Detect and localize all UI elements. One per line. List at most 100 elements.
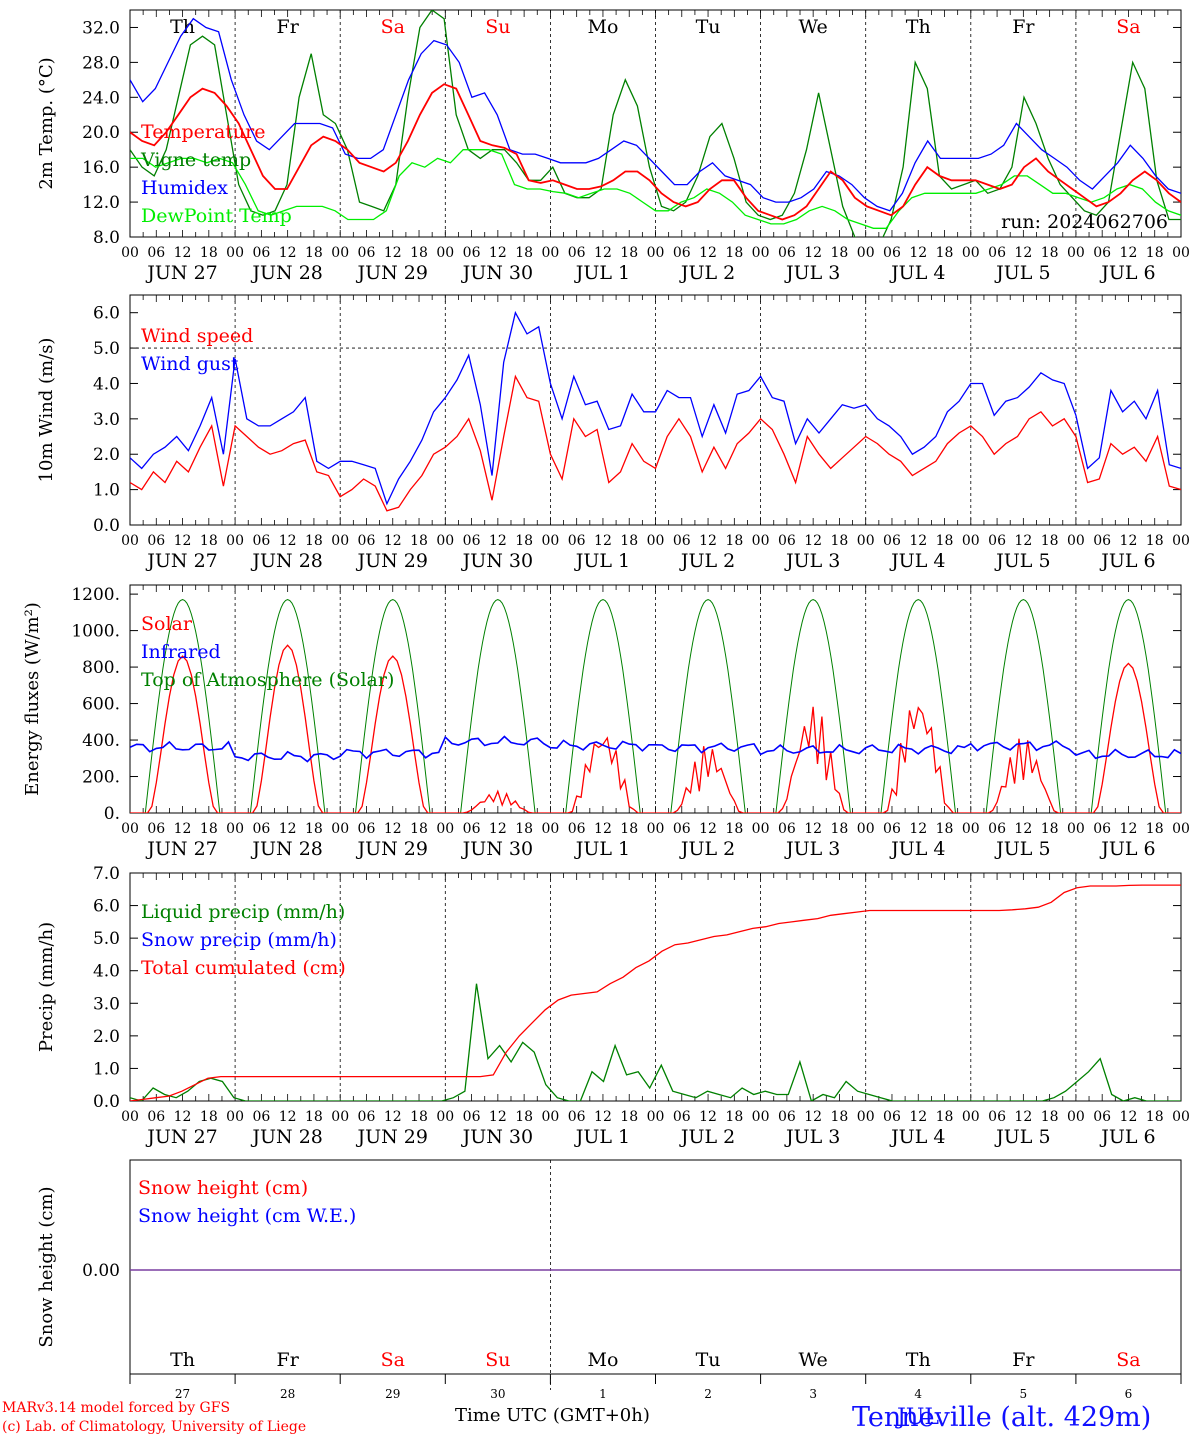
hour-tick-label: 12 (909, 821, 927, 837)
hour-tick-label: 12 (489, 821, 507, 837)
y-axis-label: Snow height (cm) (36, 1186, 57, 1347)
y-tick-label: 16.0 (82, 158, 120, 178)
hour-tick-label: 12 (594, 533, 612, 549)
series-line-wind-gust (130, 310, 1181, 506)
hour-tick-label: 00 (541, 1109, 559, 1125)
y-tick-label: 3.0 (93, 994, 120, 1014)
day-number-label: 2 (704, 1387, 712, 1401)
hour-tick-label: 12 (1014, 245, 1032, 261)
hour-tick-label: 18 (620, 821, 638, 837)
hour-tick-label: 00 (436, 245, 454, 261)
hour-tick-label: 00 (1067, 1109, 1085, 1125)
y-tick-label: 1.0 (93, 1059, 120, 1079)
weekday-label: We (799, 16, 828, 38)
day-label: JUL 1 (574, 262, 630, 284)
hour-tick-label: 12 (174, 245, 192, 261)
day-label: JUL 6 (1099, 838, 1155, 860)
day-number-label: 27 (175, 1387, 190, 1401)
hour-tick-label: 06 (778, 1109, 796, 1125)
hour-tick-label: 06 (358, 821, 376, 837)
weekday-label: Sa (1116, 1349, 1140, 1371)
y-tick-label: 0.0 (93, 1092, 120, 1112)
series-line-dewpoint-temp (130, 149, 1181, 229)
day-label: JUL 5 (994, 262, 1050, 284)
weekday-label: Mo (587, 1349, 618, 1371)
y-tick-label: 0.0 (93, 516, 120, 536)
weekday-label: Th (906, 1349, 931, 1371)
hour-tick-label: 00 (541, 821, 559, 837)
hour-tick-label: 18 (831, 245, 849, 261)
day-label: JUN 28 (250, 550, 322, 572)
credit-line-2: (c) Lab. of Climatology, University of L… (2, 1419, 307, 1435)
day-label: JUL 5 (994, 838, 1050, 860)
day-label: JUL 5 (994, 550, 1050, 572)
hour-tick-label: 12 (594, 1109, 612, 1125)
series-line-toa-solar (130, 599, 1181, 813)
hour-tick-label: 18 (725, 533, 743, 549)
plot-area (130, 599, 1181, 813)
weekday-label: Fr (277, 16, 300, 38)
day-label: JUL 4 (889, 838, 945, 860)
day-number-label: 30 (490, 1387, 505, 1401)
hour-tick-label: 18 (410, 533, 428, 549)
hour-tick-label: 18 (200, 821, 218, 837)
hour-tick-label: 12 (279, 821, 297, 837)
hour-tick-label: 06 (568, 533, 586, 549)
hour-tick-label: 18 (515, 533, 533, 549)
series-line-solar (130, 644, 1181, 813)
hour-tick-label: 18 (936, 821, 954, 837)
hour-tick-label: 00 (541, 533, 559, 549)
plot-area (130, 310, 1181, 512)
hour-tick-label: 06 (568, 821, 586, 837)
y-tick-label: 1200. (71, 585, 120, 605)
series-line-humidex (130, 17, 1181, 212)
weekday-label: Sa (1116, 16, 1140, 38)
hour-tick-label: 18 (620, 1109, 638, 1125)
day-label: JUN 30 (461, 550, 533, 572)
series-line-liquid-precip-mm-h- (130, 983, 1181, 1101)
day-number-label: 1 (599, 1387, 607, 1401)
hour-tick-label: 00 (962, 245, 980, 261)
hour-tick-label: 12 (279, 1109, 297, 1125)
hour-tick-label: 00 (121, 821, 139, 837)
hour-tick-label: 00 (541, 245, 559, 261)
hour-tick-label: 00 (436, 1109, 454, 1125)
hour-tick-label: 00 (857, 1109, 875, 1125)
y-tick-label: 2.0 (93, 1027, 120, 1047)
hour-tick-label: 06 (358, 1109, 376, 1125)
hour-tick-label: 00 (752, 245, 770, 261)
weekday-label: Su (485, 16, 510, 38)
credit-line-1: MARv3.14 model forced by GFS (2, 1400, 231, 1416)
day-label: JUL 2 (679, 262, 735, 284)
hour-tick-label: 12 (699, 821, 717, 837)
day-label: JUL 6 (1099, 550, 1155, 572)
weekday-label: Th (906, 16, 931, 38)
hour-tick-label: 18 (936, 533, 954, 549)
hour-tick-label: 18 (305, 1109, 323, 1125)
y-axis-label: 2m Temp. (°C) (36, 57, 57, 189)
hour-tick-label: 06 (778, 533, 796, 549)
hour-tick-label: 00 (752, 1109, 770, 1125)
hour-tick-label: 18 (725, 245, 743, 261)
day-label: JUL 4 (889, 1126, 945, 1148)
hour-tick-label: 06 (673, 1109, 691, 1125)
weekday-label: Su (485, 1349, 510, 1371)
hour-tick-label: 00 (647, 533, 665, 549)
hour-tick-label: 00 (962, 1109, 980, 1125)
y-tick-label: 2.0 (93, 445, 120, 465)
weekday-label: Th (170, 16, 195, 38)
y-tick-label: 6.0 (93, 304, 120, 324)
hour-tick-label: 00 (647, 245, 665, 261)
hour-tick-label: 00 (226, 821, 244, 837)
hour-tick-label: 12 (1120, 533, 1138, 549)
day-label: JUN 30 (461, 1126, 533, 1148)
hour-tick-label: 00 (331, 821, 349, 837)
hour-tick-label: 06 (1093, 533, 1111, 549)
hour-tick-label: 06 (252, 1109, 270, 1125)
hour-tick-label: 00 (1172, 821, 1190, 837)
hour-tick-label: 18 (515, 1109, 533, 1125)
y-tick-label: 0.00 (82, 1261, 120, 1281)
hour-tick-label: 18 (200, 1109, 218, 1125)
hour-tick-label: 06 (988, 245, 1006, 261)
